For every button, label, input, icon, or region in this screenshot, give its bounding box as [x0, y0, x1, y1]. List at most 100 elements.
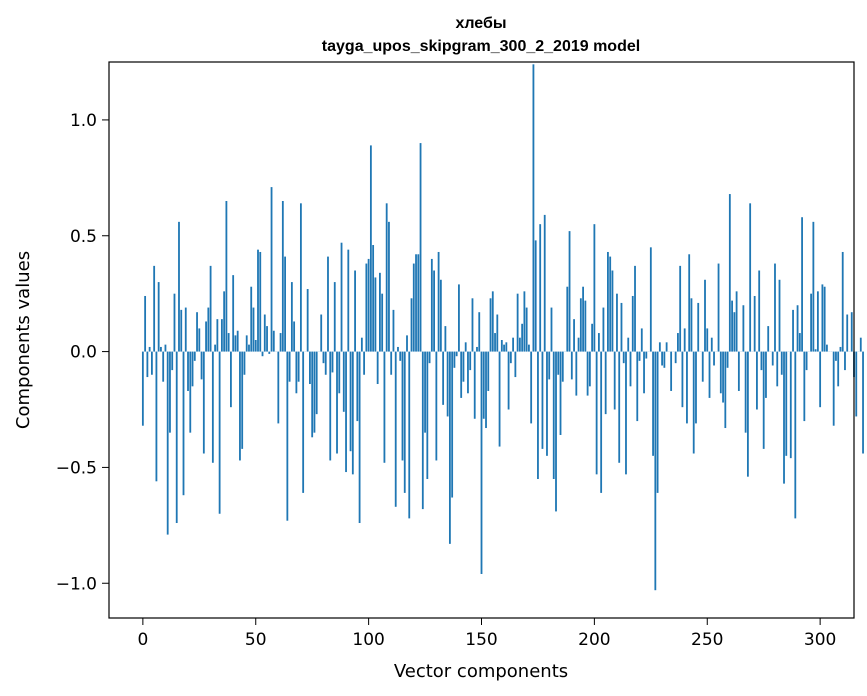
bar: [789, 351, 792, 459]
bar: [230, 351, 232, 408]
bar: [148, 346, 151, 352]
bar: [205, 321, 207, 352]
bar: [803, 351, 806, 422]
bar: [478, 312, 481, 352]
y-tick-label: 1.0: [70, 111, 97, 131]
bar: [155, 351, 158, 482]
bar: [794, 351, 797, 519]
bar: [320, 314, 323, 352]
bar: [288, 351, 291, 382]
bar: [392, 309, 395, 352]
bar: [198, 328, 201, 352]
bar: [821, 284, 824, 352]
bar: [388, 221, 390, 352]
bar: [640, 328, 643, 352]
bar: [485, 351, 487, 429]
bar: [674, 351, 677, 364]
x-tick-label: 100: [352, 630, 384, 650]
bar: [435, 351, 438, 461]
bar: [329, 351, 332, 461]
bar: [315, 351, 318, 415]
bar: [214, 344, 217, 352]
bar: [778, 279, 781, 352]
bar: [184, 307, 187, 352]
bar: [701, 351, 704, 382]
bar: [541, 351, 544, 449]
bar: [412, 263, 415, 352]
bar: [494, 333, 496, 352]
bar: [290, 282, 293, 352]
bar: [602, 307, 605, 352]
bar: [150, 351, 153, 375]
bar: [546, 351, 548, 456]
bar: [753, 295, 756, 352]
bar: [403, 351, 406, 493]
bar: [518, 337, 521, 352]
bar: [561, 351, 564, 382]
bar: [309, 351, 311, 385]
bar: [643, 351, 645, 394]
bar: [627, 337, 630, 352]
bar: [336, 351, 338, 454]
bar: [259, 251, 262, 352]
bar: [710, 337, 713, 352]
bar: [141, 351, 144, 426]
bar: [180, 309, 183, 352]
bar: [351, 351, 354, 475]
bar: [369, 145, 372, 352]
bar: [575, 351, 578, 396]
bar: [421, 351, 424, 510]
bar: [376, 351, 379, 385]
bar: [263, 314, 266, 352]
bar: [297, 351, 300, 382]
bar: [507, 351, 510, 410]
bar: [695, 351, 697, 424]
bar: [593, 224, 596, 352]
bar: [512, 337, 515, 352]
bar: [559, 351, 562, 435]
bar: [719, 351, 722, 394]
bar: [683, 328, 686, 352]
bar: [776, 351, 779, 387]
bar: [338, 351, 341, 394]
bar: [686, 351, 688, 424]
bar: [724, 351, 727, 429]
bar: [462, 351, 465, 382]
bar: [439, 279, 442, 352]
bar: [844, 351, 846, 371]
bar: [837, 351, 840, 387]
bar: [345, 351, 347, 473]
bar: [582, 286, 584, 352]
bar: [798, 333, 801, 352]
bar: [426, 351, 429, 479]
bar: [248, 344, 250, 352]
bar: [661, 351, 664, 366]
x-tick-label: 300: [804, 630, 836, 650]
bar: [552, 351, 555, 479]
bar: [805, 351, 808, 371]
bar: [649, 247, 652, 352]
bar: [223, 291, 226, 352]
bar: [162, 351, 165, 382]
bar: [476, 346, 478, 352]
bar: [744, 351, 747, 433]
bar: [663, 351, 666, 368]
x-tick-label: 250: [691, 630, 723, 650]
bar: [742, 305, 745, 352]
bar: [690, 298, 693, 352]
bar: [785, 351, 788, 456]
bar: [299, 203, 302, 352]
bar: [597, 333, 600, 352]
bar: [471, 298, 474, 352]
bar: [600, 351, 603, 493]
bar: [270, 187, 273, 352]
bar: [516, 293, 519, 352]
bar: [302, 351, 305, 493]
bar: [595, 351, 598, 475]
bar: [363, 351, 366, 375]
bar: [164, 344, 167, 352]
bar: [469, 351, 472, 371]
bar: [688, 254, 691, 352]
bar: [250, 286, 253, 352]
bar: [801, 217, 803, 352]
